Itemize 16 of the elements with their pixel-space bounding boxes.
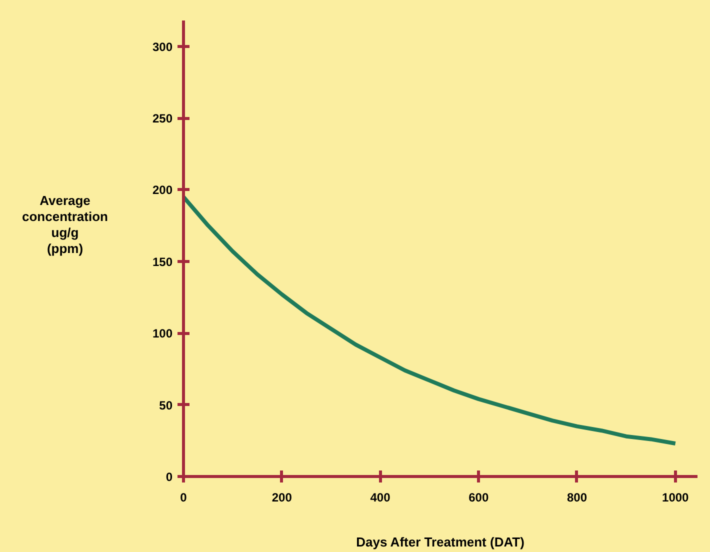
y-tick-label: 0 — [166, 470, 173, 484]
line-series — [184, 194, 678, 446]
y-tick-label: 200 — [152, 183, 173, 198]
y-tick-label: 300 — [152, 40, 173, 54]
y-tick-label: 150 — [152, 254, 173, 269]
x-tick-label: 600 — [468, 490, 489, 504]
x-tick-label: 800 — [566, 490, 588, 504]
x-axis-title: Days After Treatment (DAT) — [356, 534, 524, 550]
y-tick-label: 250 — [152, 112, 173, 126]
x-tick-label: 200 — [272, 490, 292, 504]
x-tick-label: 1000 — [662, 490, 690, 504]
y-tick-label: 50 — [159, 398, 173, 412]
y-axis-title: Average concentration ug/g (ppm) — [22, 193, 108, 257]
y-tick-label: 100 — [152, 326, 173, 341]
x-tick-label: 400 — [370, 490, 391, 504]
x-tick-label: 0 — [180, 490, 188, 504]
